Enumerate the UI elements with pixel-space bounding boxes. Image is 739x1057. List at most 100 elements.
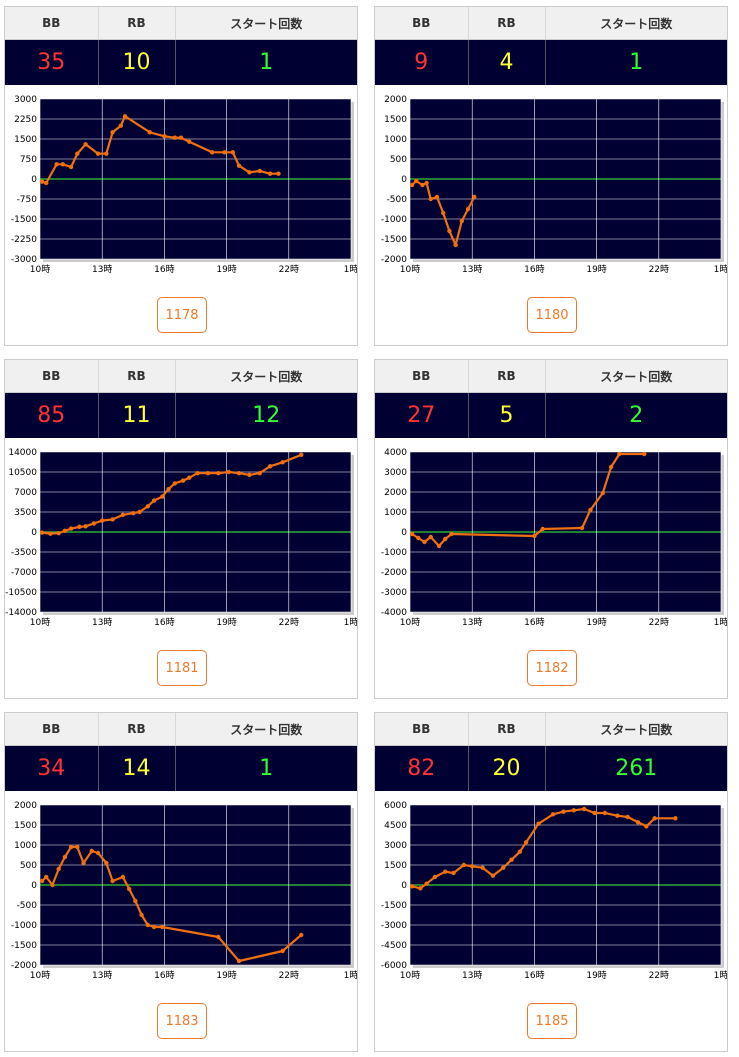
data-point [602, 810, 608, 816]
data-point [461, 862, 467, 868]
x-tick-label: 13時 [92, 617, 112, 628]
data-point [588, 507, 593, 513]
data-point [122, 114, 128, 119]
x-tick-label: 1時 [344, 264, 357, 275]
data-point [133, 898, 138, 904]
data-point [424, 881, 429, 886]
start-count: 1 [545, 39, 727, 85]
data-point [39, 878, 45, 884]
start-count-header: スタート回数 [175, 360, 357, 393]
data-point [257, 168, 262, 174]
data-point [56, 530, 61, 536]
x-tick-label: 19時 [586, 617, 606, 628]
data-point [581, 806, 587, 812]
y-tick-label: -3000 [381, 921, 407, 931]
x-tick-label: 1時 [714, 617, 727, 628]
y-tick-label: -6000 [381, 961, 407, 971]
slump-chart: 14000 10500 7000 3500 0 -3500 -7000 -10500 -1400… [5, 448, 357, 628]
data-point [166, 486, 171, 492]
data-point [536, 821, 541, 826]
data-point [414, 178, 419, 184]
machine-number-button[interactable]: 1185 [527, 1003, 577, 1039]
x-tick-label: 19時 [586, 264, 606, 275]
y-tick-label: -3500 [11, 548, 37, 558]
data-point [644, 824, 649, 829]
machine-number-button[interactable]: 1180 [527, 297, 577, 333]
data-point [118, 123, 124, 128]
x-tick-label: 10時 [30, 264, 50, 275]
data-point [642, 451, 647, 457]
bb-count: 85 [5, 392, 99, 438]
data-point [48, 531, 53, 536]
rb-count: 5 [468, 392, 546, 438]
data-point [81, 860, 86, 866]
data-point [257, 470, 262, 476]
machine-number-button[interactable]: 1181 [157, 650, 207, 686]
slump-chart: 4000 3000 2000 1000 0 -1000 -2000 -3000 -400010時… [381, 448, 727, 628]
machine-number-button[interactable]: 1178 [157, 297, 207, 333]
x-tick-label: 1時 [714, 970, 727, 981]
rb-header: RB [468, 7, 546, 40]
data-point [91, 521, 97, 526]
y-tick-label: -4000 [381, 608, 407, 618]
y-tick-label: -500 [387, 195, 408, 205]
y-tick-label: 1000 [384, 508, 407, 518]
data-point [418, 886, 423, 891]
data-point [532, 533, 537, 539]
x-tick-label: 19時 [216, 264, 236, 275]
data-point [247, 472, 252, 478]
machine-panel: BB RB スタート回数 9 4 1 2000 1500 1000 500 0 -500 -1000 -1… [374, 6, 728, 346]
x-tick-label: 13時 [92, 264, 112, 275]
data-point [172, 481, 177, 486]
x-tick-label: 19時 [216, 970, 236, 981]
y-tick-label: -3000 [381, 588, 407, 598]
start-count-header: スタート回数 [545, 360, 727, 393]
data-point [465, 206, 471, 212]
data-point [145, 922, 151, 928]
bb-header: BB [375, 360, 469, 393]
x-tick-label: 13時 [462, 970, 482, 981]
machine-number-button[interactable]: 1183 [157, 1003, 207, 1039]
machine-panel: BB RB スタート回数 35 10 1 3000 2250 1500 750 0 -750 -1500… [4, 6, 358, 346]
x-tick-label: 16時 [524, 264, 544, 275]
x-tick-label: 10時 [30, 617, 50, 628]
y-tick-label: -1500 [11, 215, 37, 225]
y-tick-label: -14000 [5, 608, 37, 618]
y-tick-label: 500 [20, 861, 37, 871]
data-point [247, 170, 252, 175]
data-point [62, 854, 68, 860]
data-point [617, 451, 622, 457]
y-tick-label: 0 [401, 528, 407, 538]
data-point [230, 150, 236, 155]
data-point [75, 151, 80, 156]
data-point [62, 528, 68, 534]
x-tick-label: 22時 [649, 617, 669, 628]
bb-header: BB [5, 7, 99, 40]
data-point [523, 840, 529, 845]
y-tick-label: 0 [31, 528, 37, 538]
data-point [205, 470, 211, 476]
data-point [625, 814, 630, 820]
y-tick-label: 1500 [14, 135, 37, 145]
stats-table: BB RB スタート回数 85 11 12 [5, 360, 357, 438]
y-tick-label: -2000 [11, 961, 37, 971]
x-tick-label: 22時 [279, 970, 299, 981]
data-point [440, 210, 446, 216]
x-tick-label: 16時 [154, 617, 174, 628]
rb-count: 4 [468, 39, 546, 85]
y-tick-label: -2000 [381, 255, 407, 265]
slump-chart: 6000 4500 3000 1500 0 -1500 -3000 -4500 -600010時… [381, 801, 727, 981]
data-point [579, 525, 585, 531]
data-point [422, 539, 427, 545]
stats-table: BB RB スタート回数 82 20 261 [375, 713, 727, 791]
data-point [299, 452, 304, 458]
data-point [160, 924, 165, 930]
stats-table: BB RB スタート回数 27 5 2 [375, 360, 727, 438]
start-count: 2 [545, 392, 727, 438]
y-tick-label: 0 [401, 881, 407, 891]
machine-number-button[interactable]: 1182 [527, 650, 577, 686]
start-count-header: スタート回数 [175, 713, 357, 746]
